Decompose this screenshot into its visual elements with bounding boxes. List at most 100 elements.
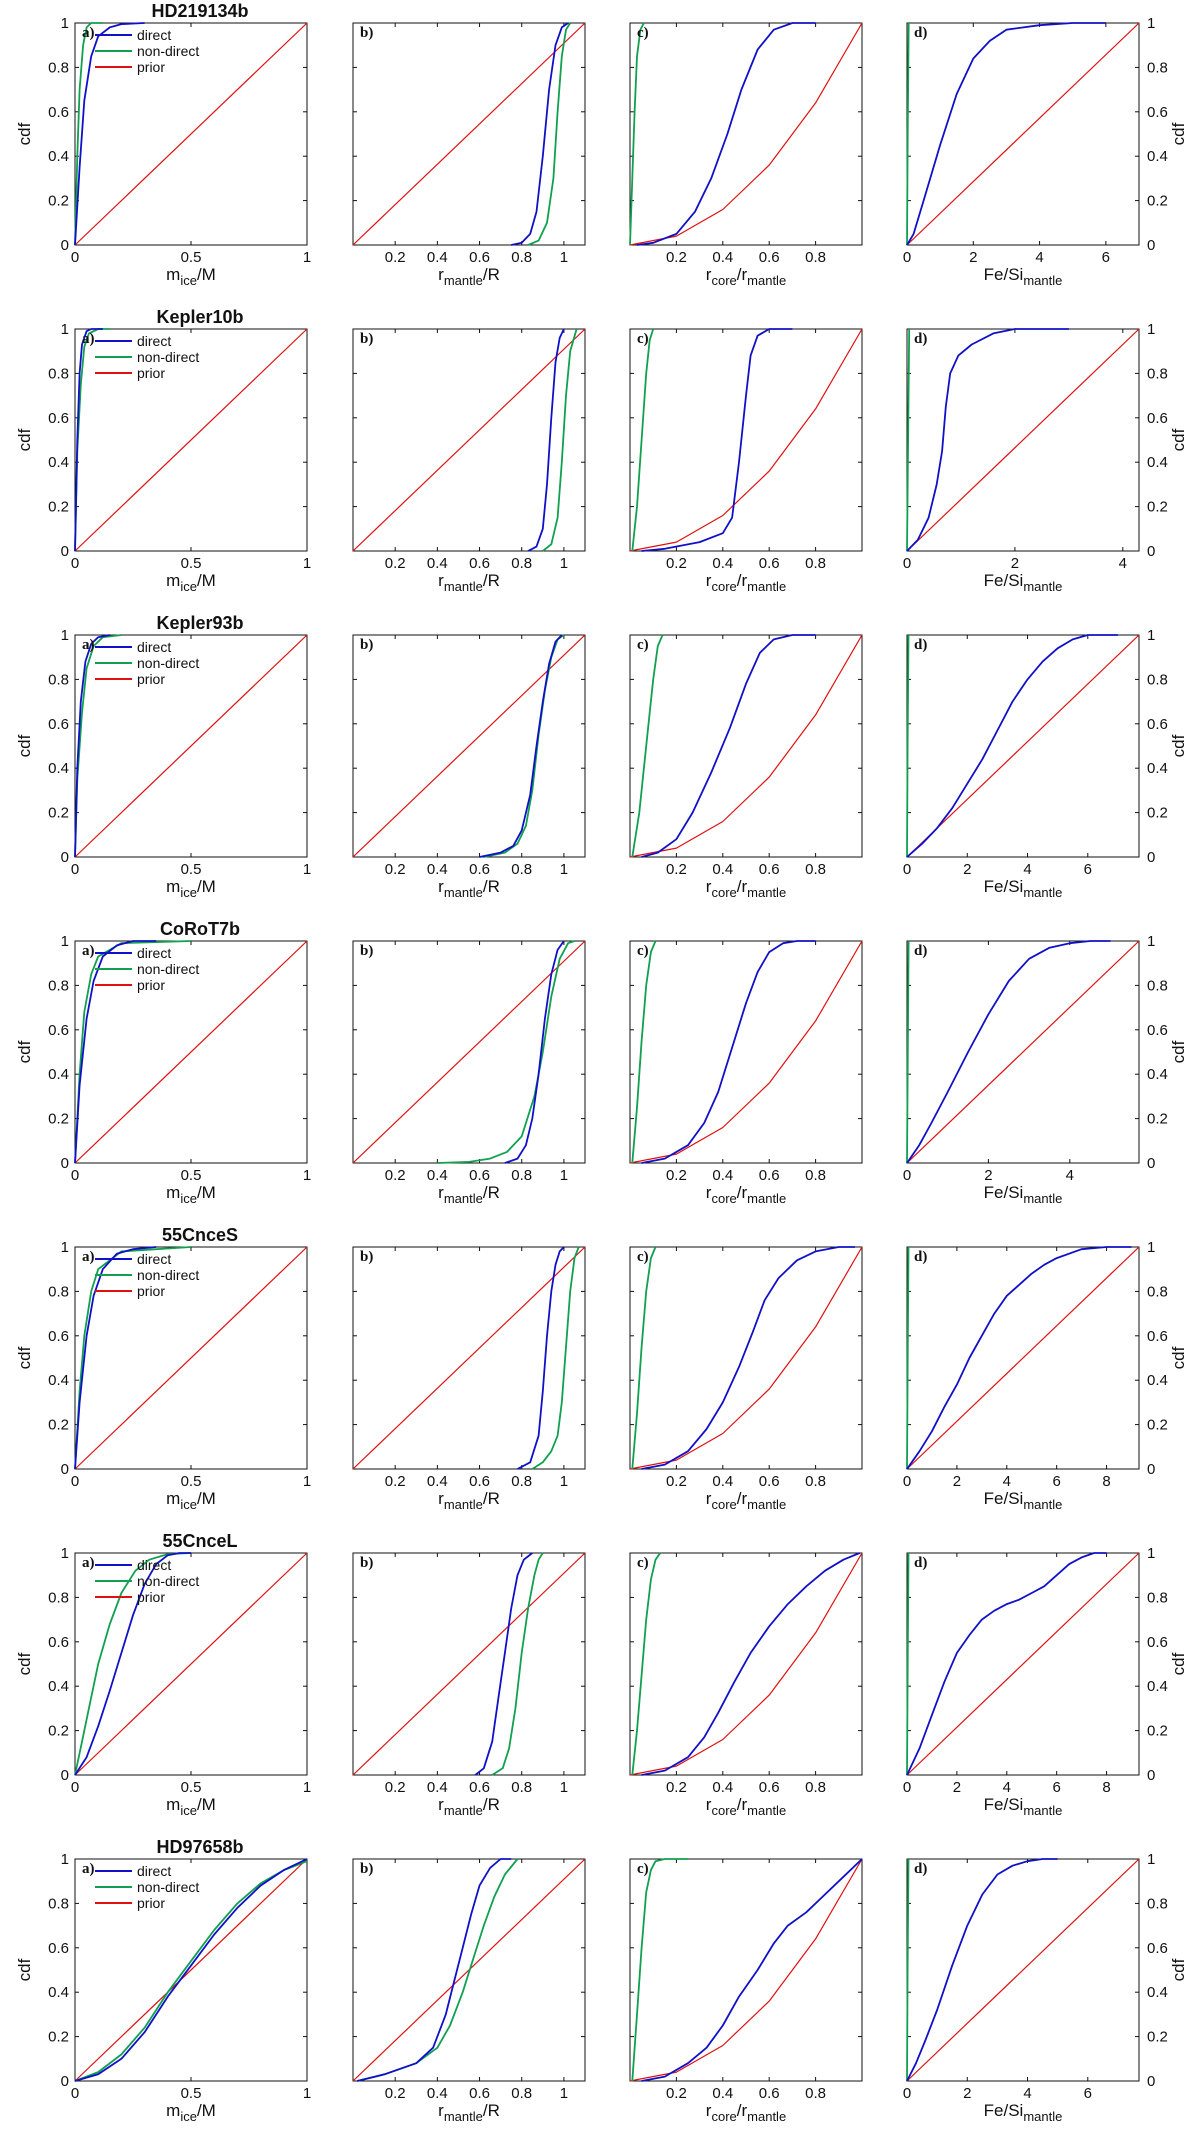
x-tick-label: 0.2 — [385, 861, 406, 878]
x-tick-label: 0.4 — [427, 861, 448, 878]
y-tick-label: 1 — [61, 627, 69, 644]
legend-entry: direct — [137, 1251, 171, 1267]
panel-2: 0.2 0.4 0.6 0.8 1 rmantle/R b) — [352, 940, 586, 1206]
panel-letter: a) — [82, 331, 95, 347]
y-axis-label: cdf — [15, 1958, 34, 1981]
panel-3: 0.2 0.4 0.6 0.8 rcore/rmantle c) — [629, 940, 863, 1206]
x-tick-label: 6 — [1084, 861, 1092, 878]
y-tick-label: 0 — [61, 1767, 69, 1784]
x-axis-label: mice/M — [166, 571, 216, 594]
x-tick-label: 8 — [1102, 1779, 1110, 1796]
x-axis-label: rcore/rmantle — [706, 1183, 786, 1206]
x-tick-label: 0.8 — [805, 1473, 826, 1490]
x-axis-label: Fe/Simantle — [984, 571, 1063, 594]
x-tick-label: 0.6 — [469, 2085, 490, 2102]
x-tick-label: 0.2 — [385, 1779, 406, 1796]
x-tick-label: 1 — [303, 1167, 311, 1184]
series-line-non-direct — [542, 328, 578, 552]
y-tick-label: 0.6 — [1147, 716, 1168, 733]
x-tick-label: 0.2 — [385, 555, 406, 572]
y-tick-label: 0.4 — [48, 1066, 69, 1083]
panel-letter: c) — [637, 1555, 649, 1571]
series-line-prior — [906, 940, 1140, 1164]
panel-letter: a) — [82, 637, 95, 653]
x-tick-label: 4 — [1003, 1473, 1011, 1490]
x-tick-label: 0.8 — [511, 1779, 532, 1796]
x-tick-label: 0 — [903, 249, 911, 266]
x-tick-label: 0.6 — [469, 1473, 490, 1490]
x-tick-label: 6 — [1084, 2085, 1092, 2102]
y-tick-label: 0.4 — [1147, 454, 1168, 471]
series-line-non-direct — [527, 22, 571, 246]
legend-entry: non-direct — [137, 1573, 199, 1589]
series-line-direct — [479, 634, 563, 858]
x-axis-label: Fe/Simantle — [984, 265, 1063, 288]
y-axis-label-right: cdf — [1169, 1040, 1188, 1063]
axes-frame — [629, 1858, 863, 2082]
series-line-non-direct — [631, 940, 657, 1164]
axes-frame — [629, 634, 863, 858]
x-tick-label: 1 — [560, 1473, 568, 1490]
y-tick-label: 0.6 — [48, 1022, 69, 1039]
y-tick-label: 1 — [1147, 627, 1155, 644]
panel-2: 0.2 0.4 0.6 0.8 1 rmantle/R b) — [352, 1246, 586, 1512]
series-line-non-direct — [631, 1552, 661, 1776]
x-tick-label: 0 — [71, 555, 79, 572]
y-tick-label: 1 — [61, 15, 69, 32]
x-tick-label: 0.8 — [805, 1779, 826, 1796]
x-tick-label: 0.2 — [666, 1779, 687, 1796]
planet-title: 55CnceS — [162, 1225, 238, 1245]
x-tick-label: 0 — [71, 1473, 79, 1490]
y-axis-label: cdf — [15, 428, 34, 451]
legend-entry: prior — [137, 1283, 165, 1299]
x-tick-label: 0 — [71, 2085, 79, 2102]
x-tick-label: 0.4 — [427, 2085, 448, 2102]
panel-letter: a) — [82, 1249, 95, 1265]
x-tick-label: 1 — [303, 2085, 311, 2102]
x-tick-label: 0.6 — [469, 861, 490, 878]
x-tick-label: 0.2 — [385, 2085, 406, 2102]
x-tick-label: 0.2 — [666, 249, 687, 266]
x-tick-label: 0.4 — [427, 555, 448, 572]
x-tick-label: 4 — [1023, 861, 1031, 878]
x-tick-label: 0.2 — [666, 1473, 687, 1490]
y-tick-label: 1 — [61, 1239, 69, 1256]
y-axis-label: cdf — [15, 1040, 34, 1063]
y-tick-label: 0.2 — [48, 805, 69, 822]
y-tick-label: 0.6 — [48, 1634, 69, 1651]
series-line-direct — [906, 1858, 1058, 2082]
series-line-non-direct — [631, 634, 664, 858]
y-tick-label: 1 — [1147, 933, 1155, 950]
x-tick-label: 1 — [560, 2085, 568, 2102]
series-line-prior — [74, 634, 308, 858]
panel-4: 0 0.2 0.4 0.6 0.8 1 0 2 4 6 8 Fe/Simantle d) — [903, 1545, 1168, 1818]
x-tick-label: 0.6 — [469, 1779, 490, 1796]
y-tick-label: 0.4 — [1147, 1678, 1168, 1695]
y-tick-label: 0 — [61, 2073, 69, 2090]
legend-entry: prior — [137, 1895, 165, 1911]
panel-letter: d) — [914, 1555, 927, 1571]
y-tick-label: 0.8 — [48, 1895, 69, 1912]
x-tick-label: 0.6 — [759, 2085, 780, 2102]
panel-letter: d) — [914, 637, 927, 653]
x-tick-label: 0 — [903, 861, 911, 878]
y-tick-label: 0 — [61, 1461, 69, 1478]
x-tick-label: 0.6 — [759, 1167, 780, 1184]
y-axis-label-right: cdf — [1169, 734, 1188, 757]
x-tick-label: 0.6 — [469, 1167, 490, 1184]
x-tick-label: 2 — [984, 1167, 992, 1184]
x-axis-label: rmantle/R — [438, 2101, 500, 2124]
planet-title: 55CnceL — [162, 1531, 237, 1551]
x-tick-label: 0.4 — [427, 249, 448, 266]
y-axis-label: cdf — [15, 1652, 34, 1675]
y-tick-label: 0.4 — [1147, 1066, 1168, 1083]
planet-title: HD219134b — [151, 1, 248, 21]
